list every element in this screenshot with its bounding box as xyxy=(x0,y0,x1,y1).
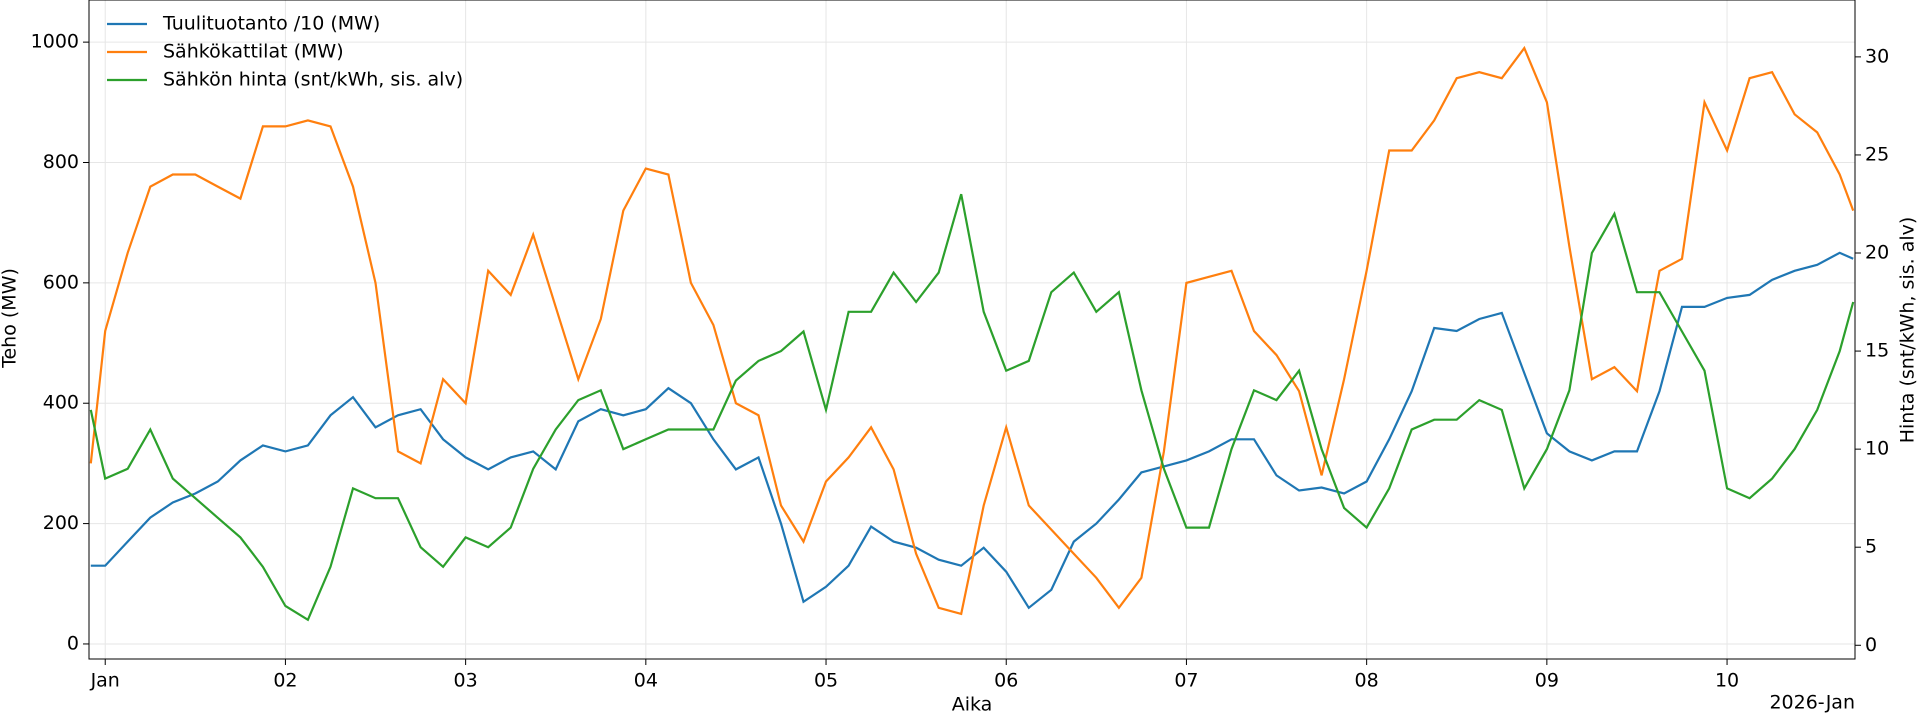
legend-label: Sähkökattilat (MW) xyxy=(163,41,344,63)
x-tick-label: 02 xyxy=(273,670,297,692)
y2-axis-label: Hinta (snt/kWh, sis. alv) xyxy=(1897,217,1919,444)
y2-tick-label: 15 xyxy=(1865,340,1889,362)
x-tick-label: 07 xyxy=(1174,670,1198,692)
y2-tick-label: 30 xyxy=(1865,45,1889,67)
y2-tick-label: 0 xyxy=(1865,634,1877,656)
x-tick-label: 05 xyxy=(814,670,838,692)
x-tick-label: 10 xyxy=(1715,670,1739,692)
legend-label: Sähkön hinta (snt/kWh, sis. alv) xyxy=(163,69,463,91)
series-line xyxy=(90,251,1854,610)
x-tick-label: 08 xyxy=(1355,670,1379,692)
y-tick-label: 200 xyxy=(43,512,79,534)
legend-label: Tuulituotanto /10 (MW) xyxy=(162,13,380,35)
y-axis-label: Teho (MW) xyxy=(0,268,21,369)
y2-tick-label: 20 xyxy=(1865,242,1889,264)
x-tick-label: 04 xyxy=(634,670,658,692)
y2-tick-label: 5 xyxy=(1865,536,1877,558)
x-tick-label: 06 xyxy=(994,670,1018,692)
grid xyxy=(89,0,1855,659)
y-tick-label: 600 xyxy=(43,271,79,293)
x-offset-label: 2026-Jan xyxy=(1769,692,1855,714)
y-tick-label: 1000 xyxy=(31,31,79,53)
y-tick-label: 400 xyxy=(43,392,79,414)
plot-frame xyxy=(88,0,1856,660)
x-axis-label: Aika xyxy=(952,694,993,715)
y-tick-label: 800 xyxy=(43,151,79,173)
x-tick-label: Jan xyxy=(90,670,120,692)
x-tick-label: 09 xyxy=(1535,670,1559,692)
series-line xyxy=(89,45,1855,616)
y2-tick-label: 25 xyxy=(1865,143,1889,165)
y-tick-label: 0 xyxy=(67,632,79,654)
legend: Tuulituotanto /10 (MW) Sähkökattilat (MW)… xyxy=(107,13,463,91)
series-line xyxy=(89,193,1855,622)
y2-tick-label: 10 xyxy=(1865,438,1889,460)
x-tick-label: 03 xyxy=(454,670,478,692)
